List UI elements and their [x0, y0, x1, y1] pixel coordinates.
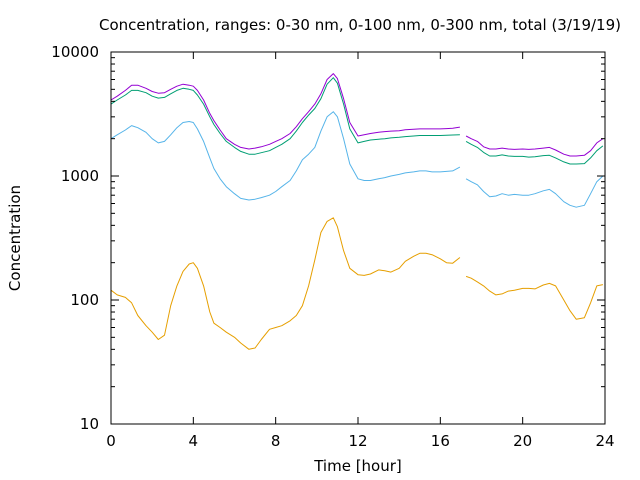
x-tick-label: 16: [431, 432, 450, 450]
x-tick-label: 20: [513, 432, 532, 450]
x-tick-label: 4: [189, 432, 199, 450]
series-line-2-segment-2: [465, 175, 604, 208]
series-line-1-segment-2: [465, 275, 604, 320]
series-line-2-segment-1: [110, 111, 461, 201]
x-tick-label: 8: [271, 432, 281, 450]
x-axis: 0 4 8 12 16 20 24: [106, 52, 615, 450]
chart-title: Concentration, ranges: 0-30 nm, 0-100 nm…: [99, 16, 621, 34]
plot-frame: [110, 51, 606, 425]
y-axis-label: Concentration: [6, 185, 24, 291]
x-tick-label: 0: [106, 432, 116, 450]
y-axis: 10 100 1000 10000: [51, 43, 605, 433]
y-tick-label: 1000: [61, 167, 99, 185]
y-tick-label: 10: [80, 415, 99, 433]
y-tick-label: 10000: [51, 43, 99, 61]
series-line-1-segment-1: [110, 217, 461, 350]
y-tick-label: 100: [70, 291, 99, 309]
series-line-4-segment-2: [465, 135, 604, 157]
series-line-3-segment-2: [465, 140, 604, 165]
series-line-4-segment-1: [110, 73, 460, 150]
x-tick-label: 24: [595, 432, 614, 450]
series-layer: [110, 73, 604, 350]
x-axis-label: Time [hour]: [313, 457, 402, 475]
x-tick-label: 12: [348, 432, 367, 450]
series-line-3-segment-1: [110, 77, 460, 155]
